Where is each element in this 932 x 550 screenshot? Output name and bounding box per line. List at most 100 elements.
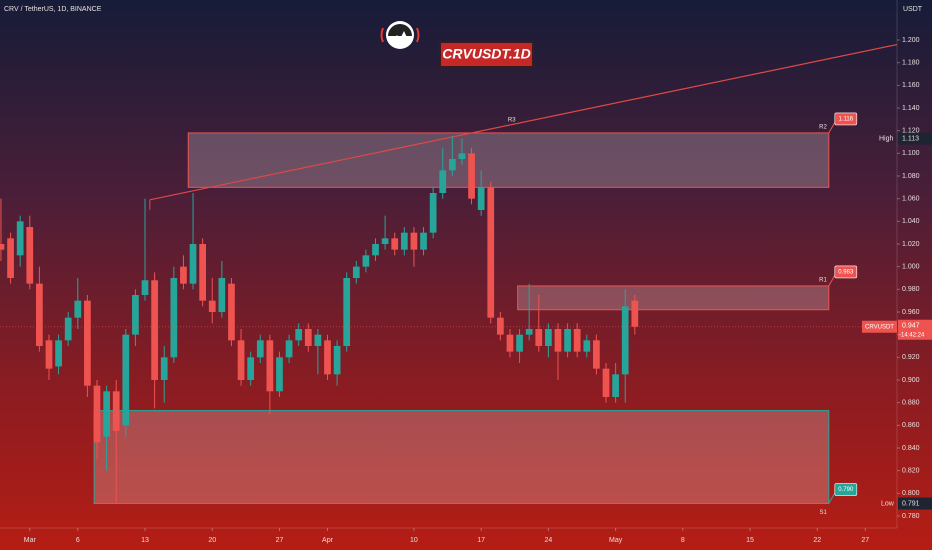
x-tick-label: 10 xyxy=(410,537,418,544)
candle-body xyxy=(55,340,62,367)
candle-body xyxy=(180,266,187,284)
candle-body xyxy=(247,357,255,380)
candle-body xyxy=(631,300,639,327)
zone-label: R1 xyxy=(819,278,827,284)
candle-body xyxy=(74,300,82,318)
candle-body xyxy=(429,192,437,233)
candle-body xyxy=(612,374,619,397)
y-tick-label: 0.960 xyxy=(902,309,920,316)
last-price-value: 0.947 xyxy=(902,323,920,330)
candle-body xyxy=(103,391,110,437)
candle-body xyxy=(372,243,379,256)
last-price-name-tag xyxy=(862,320,897,333)
high-tag xyxy=(898,132,932,145)
x-tick-label: 8 xyxy=(681,537,685,544)
x-tick-label: 6 xyxy=(76,537,80,544)
candle-body xyxy=(545,328,552,346)
candle-body xyxy=(381,238,389,244)
candle-body xyxy=(420,232,427,250)
y-tick-label: 0.860 xyxy=(902,422,920,429)
candle-body xyxy=(84,300,91,386)
candle-body xyxy=(343,277,351,346)
symbol-header: CRV / TetherUS, 1D, BINANCE xyxy=(4,6,102,13)
candle-body xyxy=(26,226,34,284)
candle-body xyxy=(564,328,571,352)
x-tick-label: 27 xyxy=(861,537,869,544)
y-tick-label: 1.000 xyxy=(902,264,920,271)
y-tick-label: 1.180 xyxy=(902,60,920,67)
y-tick-label: 0.800 xyxy=(902,490,920,497)
logo xyxy=(380,21,420,49)
x-tick-label: Apr xyxy=(322,537,334,544)
y-tick-label: 1.080 xyxy=(902,173,920,180)
zone xyxy=(517,285,830,311)
y-tick-label: 1.040 xyxy=(902,218,920,225)
candle-body xyxy=(621,306,629,375)
y-tick-label: 1.200 xyxy=(902,37,920,44)
candle-body xyxy=(64,317,72,341)
candle-body xyxy=(151,280,158,380)
zone xyxy=(187,132,830,188)
candle-body xyxy=(93,385,101,443)
candle-body xyxy=(237,340,245,380)
candle-body xyxy=(314,334,322,346)
candle-body xyxy=(496,317,504,335)
x-tick-label: May xyxy=(609,537,623,544)
x-tick-label: 15 xyxy=(746,537,754,544)
trendline xyxy=(149,43,898,201)
x-tick-label: Mar xyxy=(24,537,37,544)
candle-body xyxy=(352,266,360,278)
candle-body xyxy=(132,294,139,335)
candle-body xyxy=(593,340,600,369)
low-label: Low xyxy=(881,500,895,507)
candle-body xyxy=(487,187,495,318)
chart-title: CRVUSDT.1D xyxy=(442,46,530,62)
y-tick-label: 0.980 xyxy=(902,286,920,293)
candle-body xyxy=(141,280,149,295)
y-tick-label: 1.100 xyxy=(902,150,920,157)
x-tick-label: 13 xyxy=(141,537,149,544)
zone xyxy=(93,410,830,505)
candle-body xyxy=(362,255,370,267)
y-tick-label: 0.840 xyxy=(902,445,920,452)
high-label: High xyxy=(879,135,894,142)
y-tick-label: 1.160 xyxy=(902,82,920,89)
candle-body xyxy=(285,340,293,358)
candle-body xyxy=(7,238,14,278)
candle-body xyxy=(112,391,120,431)
candle-body xyxy=(256,340,264,358)
candle-body xyxy=(506,334,514,352)
y-tick-label: 1.120 xyxy=(902,128,920,135)
candle-body xyxy=(333,345,341,375)
x-tick-label: 24 xyxy=(544,537,552,544)
y-tick-label: 0.900 xyxy=(902,377,920,384)
candle-body xyxy=(295,328,303,341)
candle-body xyxy=(0,243,5,250)
low-value: 0.791 xyxy=(902,500,920,507)
candle-body xyxy=(554,328,562,352)
candle-body xyxy=(439,170,447,193)
y-tick-label: 1.060 xyxy=(902,196,920,203)
x-tick-label: 22 xyxy=(813,537,821,544)
candle-body xyxy=(199,243,207,301)
zone-tag xyxy=(834,483,858,496)
x-tick-label: 27 xyxy=(276,537,284,544)
candle-body xyxy=(391,238,399,250)
low-tag xyxy=(898,497,932,510)
y-tick-label: 0.920 xyxy=(902,354,920,361)
title-box xyxy=(439,41,534,68)
zone-tag-label: 1.116 xyxy=(839,117,854,123)
candle-body xyxy=(458,153,466,160)
y-tick-label: 1.020 xyxy=(902,241,920,248)
y-unit: USDT xyxy=(903,6,923,13)
y-tick-label: 1.140 xyxy=(902,105,920,112)
zone-label: S1 xyxy=(819,510,827,516)
countdown: -14:42:24 xyxy=(899,332,925,338)
trendline-label: R3 xyxy=(508,118,516,124)
zone-tag xyxy=(834,112,858,126)
candle-body xyxy=(160,357,168,380)
candle-body xyxy=(218,277,226,312)
candle-body xyxy=(400,232,408,250)
